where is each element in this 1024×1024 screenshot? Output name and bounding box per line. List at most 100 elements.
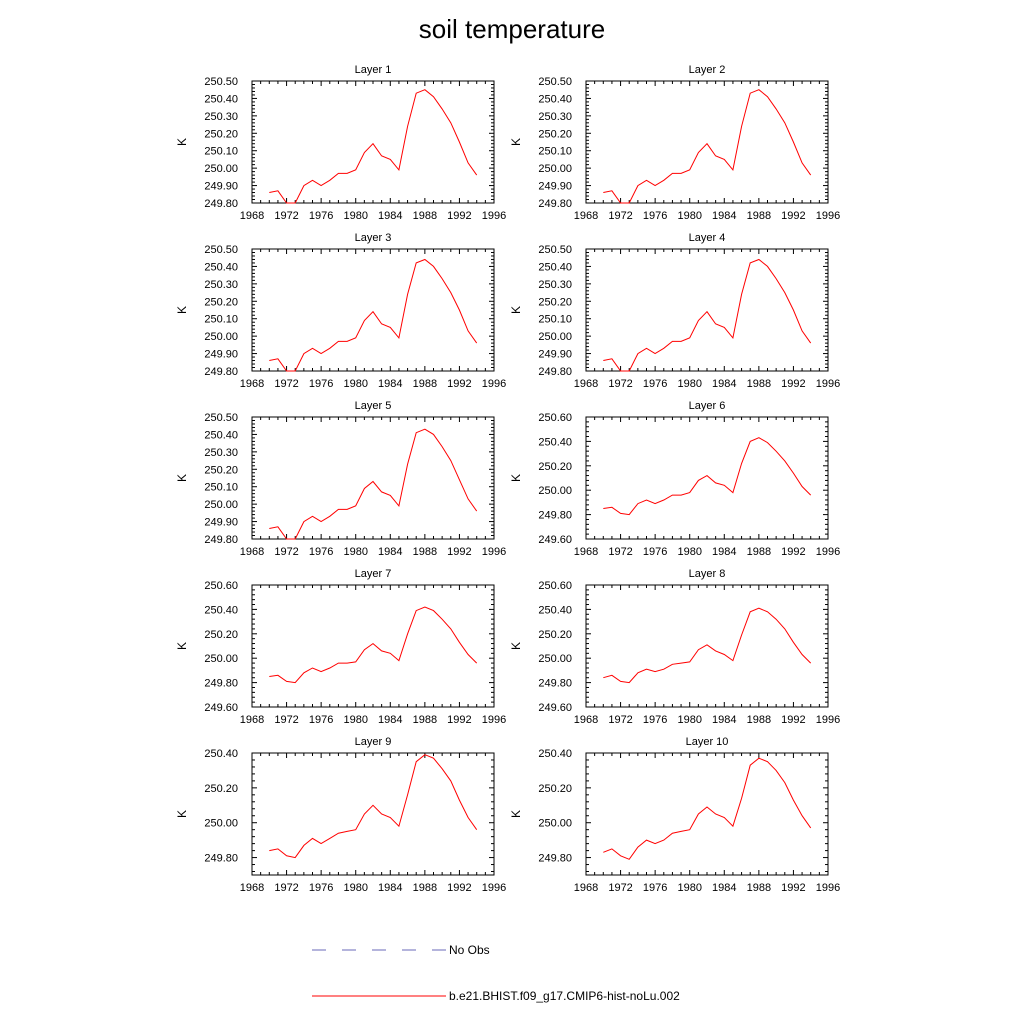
x-tick-label: 1992 <box>781 714 805 726</box>
y-tick-label: 249.80 <box>538 678 572 690</box>
x-tick-label: 1976 <box>643 210 667 222</box>
y-axis-label: K <box>175 138 189 146</box>
y-tick-label: 250.00 <box>204 331 238 343</box>
y-tick-label: 249.60 <box>204 702 238 714</box>
x-tick-label: 1980 <box>343 882 367 894</box>
y-tick-label: 250.40 <box>204 748 238 760</box>
x-tick-label: 1968 <box>574 714 598 726</box>
x-tick-label: 1988 <box>747 882 771 894</box>
x-tick-label: 1996 <box>816 546 840 558</box>
y-tick-label: 250.40 <box>204 429 238 441</box>
y-tick-label: 249.60 <box>538 702 572 714</box>
y-tick-label: 250.50 <box>204 244 238 256</box>
y-tick-label: 250.00 <box>538 331 572 343</box>
y-tick-label: 250.50 <box>204 412 238 424</box>
x-tick-label: 1988 <box>413 210 437 222</box>
subplot-title: Layer 2 <box>689 64 726 76</box>
plot-frame <box>251 416 495 540</box>
series-line <box>603 258 812 372</box>
x-tick-label: 1972 <box>274 882 298 894</box>
y-tick-label: 250.40 <box>538 261 572 273</box>
y-axis-label: K <box>509 306 523 314</box>
subplot-title: Layer 9 <box>355 736 392 748</box>
y-tick-label: 250.40 <box>538 93 572 105</box>
y-tick-label: 250.00 <box>538 163 572 175</box>
subplot-7: Layer 7 K 1968 1972 1976 1980 1984 1988 1992 1996… <box>175 568 506 726</box>
x-tick-label: 1968 <box>240 882 264 894</box>
x-tick-label: 1992 <box>781 210 805 222</box>
x-tick-label: 1992 <box>781 882 805 894</box>
x-tick-label: 1972 <box>608 378 632 390</box>
y-tick-label: 250.50 <box>538 76 572 88</box>
x-tick-label: 1980 <box>677 714 701 726</box>
x-tick-label: 1988 <box>747 210 771 222</box>
subplot-title: Layer 10 <box>686 736 729 748</box>
subplot-1: Layer 1 K 1968 1972 1976 1980 1984 1988 1992 1996… <box>175 64 506 222</box>
x-tick-label: 1968 <box>574 546 598 558</box>
x-tick-label: 1992 <box>447 882 471 894</box>
series-line <box>269 89 478 204</box>
y-tick-label: 249.80 <box>538 853 572 865</box>
x-tick-label: 1976 <box>309 546 333 558</box>
x-tick-label: 1968 <box>240 210 264 222</box>
y-axis-label: K <box>175 474 189 482</box>
plot-frame <box>251 248 495 372</box>
x-tick-label: 1984 <box>378 882 402 894</box>
y-tick-label: 250.20 <box>204 128 238 140</box>
y-tick-label: 250.20 <box>538 296 572 308</box>
y-axis-label: K <box>509 810 523 818</box>
y-tick-label: 249.90 <box>538 349 572 361</box>
x-tick-label: 1976 <box>309 882 333 894</box>
series-line <box>269 606 478 684</box>
x-tick-label: 1996 <box>816 882 840 894</box>
x-tick-label: 1972 <box>274 714 298 726</box>
y-tick-label: 250.20 <box>538 783 572 795</box>
y-tick-label: 250.20 <box>538 461 572 473</box>
x-tick-label: 1984 <box>378 378 402 390</box>
y-tick-label: 249.80 <box>204 853 238 865</box>
x-tick-label: 1972 <box>608 882 632 894</box>
x-tick-label: 1976 <box>643 882 667 894</box>
x-tick-label: 1976 <box>643 546 667 558</box>
x-tick-label: 1988 <box>413 378 437 390</box>
x-tick-label: 1972 <box>274 378 298 390</box>
x-tick-label: 1980 <box>677 882 701 894</box>
legend-label: No Obs <box>449 943 490 957</box>
y-tick-label: 249.80 <box>204 534 238 546</box>
x-tick-label: 1984 <box>712 714 736 726</box>
subplot-8: Layer 8 K 1968 1972 1976 1980 1984 1988 1992 1996… <box>509 568 840 726</box>
legend: No Obs b.e21.BHIST.f09_g17.CMIP6-hist-noL… <box>312 943 680 1003</box>
series-line <box>269 258 478 372</box>
plot-frame <box>585 584 829 708</box>
y-tick-label: 250.40 <box>204 604 238 616</box>
figure-title: soil temperature <box>418 14 606 44</box>
series-line <box>603 437 812 516</box>
subplot-title: Layer 4 <box>689 232 726 244</box>
y-tick-label: 250.10 <box>204 146 238 158</box>
y-tick-label: 250.10 <box>204 314 238 326</box>
series-line <box>269 754 478 859</box>
x-tick-label: 1972 <box>608 546 632 558</box>
subplot-title: Layer 6 <box>689 400 726 412</box>
y-tick-label: 249.80 <box>538 198 572 210</box>
x-tick-label: 1968 <box>240 714 264 726</box>
subplot-3: Layer 3 K 1968 1972 1976 1980 1984 1988 1992 1996… <box>175 232 506 390</box>
x-tick-label: 1988 <box>747 546 771 558</box>
y-axis-label: K <box>175 642 189 650</box>
subplot-10: Layer 10 K 1968 1972 1976 1980 1984 1988 1992 199… <box>509 736 840 894</box>
y-tick-label: 250.00 <box>538 818 572 830</box>
y-tick-label: 249.80 <box>204 366 238 378</box>
plot-frame <box>251 752 495 876</box>
x-tick-label: 1988 <box>413 714 437 726</box>
x-tick-label: 1976 <box>309 378 333 390</box>
subplot-9: Layer 9 K 1968 1972 1976 1980 1984 1988 1992 1996… <box>175 736 506 894</box>
subplot-4: Layer 4 K 1968 1972 1976 1980 1984 1988 1992 1996… <box>509 232 840 390</box>
x-tick-label: 1992 <box>781 378 805 390</box>
x-tick-label: 1988 <box>413 882 437 894</box>
x-tick-label: 1992 <box>447 546 471 558</box>
y-tick-label: 250.20 <box>204 296 238 308</box>
x-tick-label: 1984 <box>378 714 402 726</box>
subplot-title: Layer 7 <box>355 568 392 580</box>
y-axis-label: K <box>509 474 523 482</box>
y-tick-label: 249.80 <box>538 366 572 378</box>
